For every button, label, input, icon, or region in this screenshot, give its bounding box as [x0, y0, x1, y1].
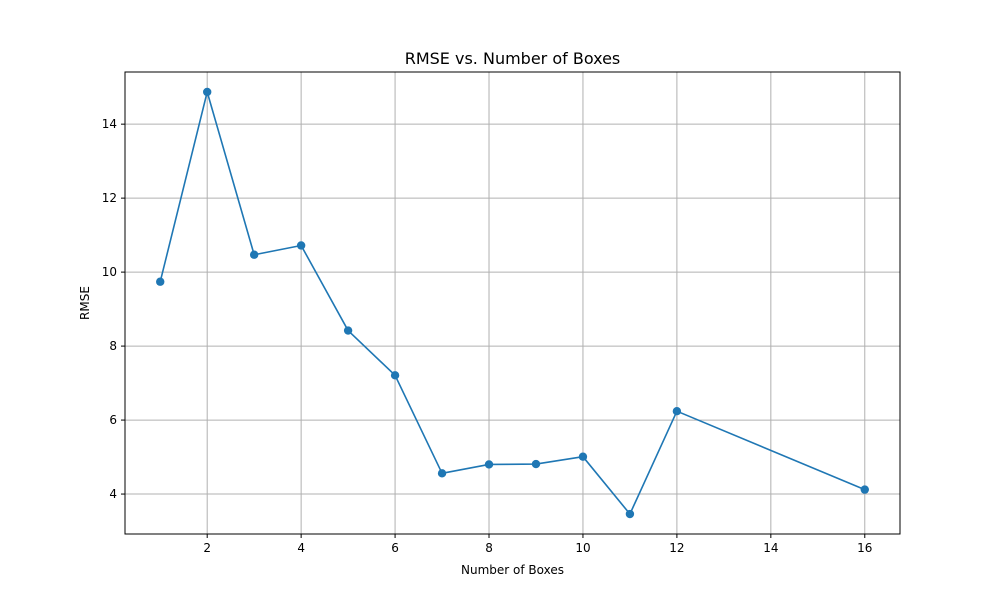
data-point — [156, 277, 165, 286]
data-point — [249, 250, 259, 259]
data-point — [202, 87, 212, 97]
data-point — [625, 509, 635, 519]
data-point — [343, 326, 353, 335]
axis-ticks: 2 4 6 8 10 12 14 16 4 6 8 10 12 14 — [102, 117, 873, 555]
x-tick-label: 16 — [857, 541, 872, 555]
y-tick-label: 10 — [102, 265, 117, 279]
x-tick-label: 4 — [297, 541, 305, 555]
data-point — [484, 460, 494, 469]
y-tick-label: 6 — [109, 413, 117, 427]
data-point — [437, 469, 447, 478]
series — [156, 87, 869, 519]
y-axis-title: RMSE — [78, 286, 92, 320]
x-axis-title: Number of Boxes — [461, 563, 564, 577]
chart-title: RMSE vs. Number of Boxes — [405, 49, 621, 68]
data-point — [531, 459, 541, 469]
data-point — [578, 452, 588, 461]
x-tick-label: 2 — [203, 541, 211, 555]
grid — [125, 72, 900, 534]
plot-frame — [124, 71, 901, 535]
data-point — [672, 406, 682, 416]
x-tick-label: 8 — [485, 541, 493, 555]
x-tick-label: 14 — [763, 541, 778, 555]
y-tick-label: 12 — [102, 191, 117, 205]
data-point — [390, 371, 400, 380]
data-point — [860, 485, 869, 494]
data-point — [296, 241, 306, 250]
x-tick-label: 6 — [391, 541, 399, 555]
x-tick-label: 10 — [575, 541, 590, 555]
y-tick-label: 14 — [102, 117, 117, 131]
y-tick-label: 4 — [109, 487, 117, 501]
y-tick-label: 8 — [109, 339, 117, 353]
x-tick-label: 12 — [669, 541, 684, 555]
